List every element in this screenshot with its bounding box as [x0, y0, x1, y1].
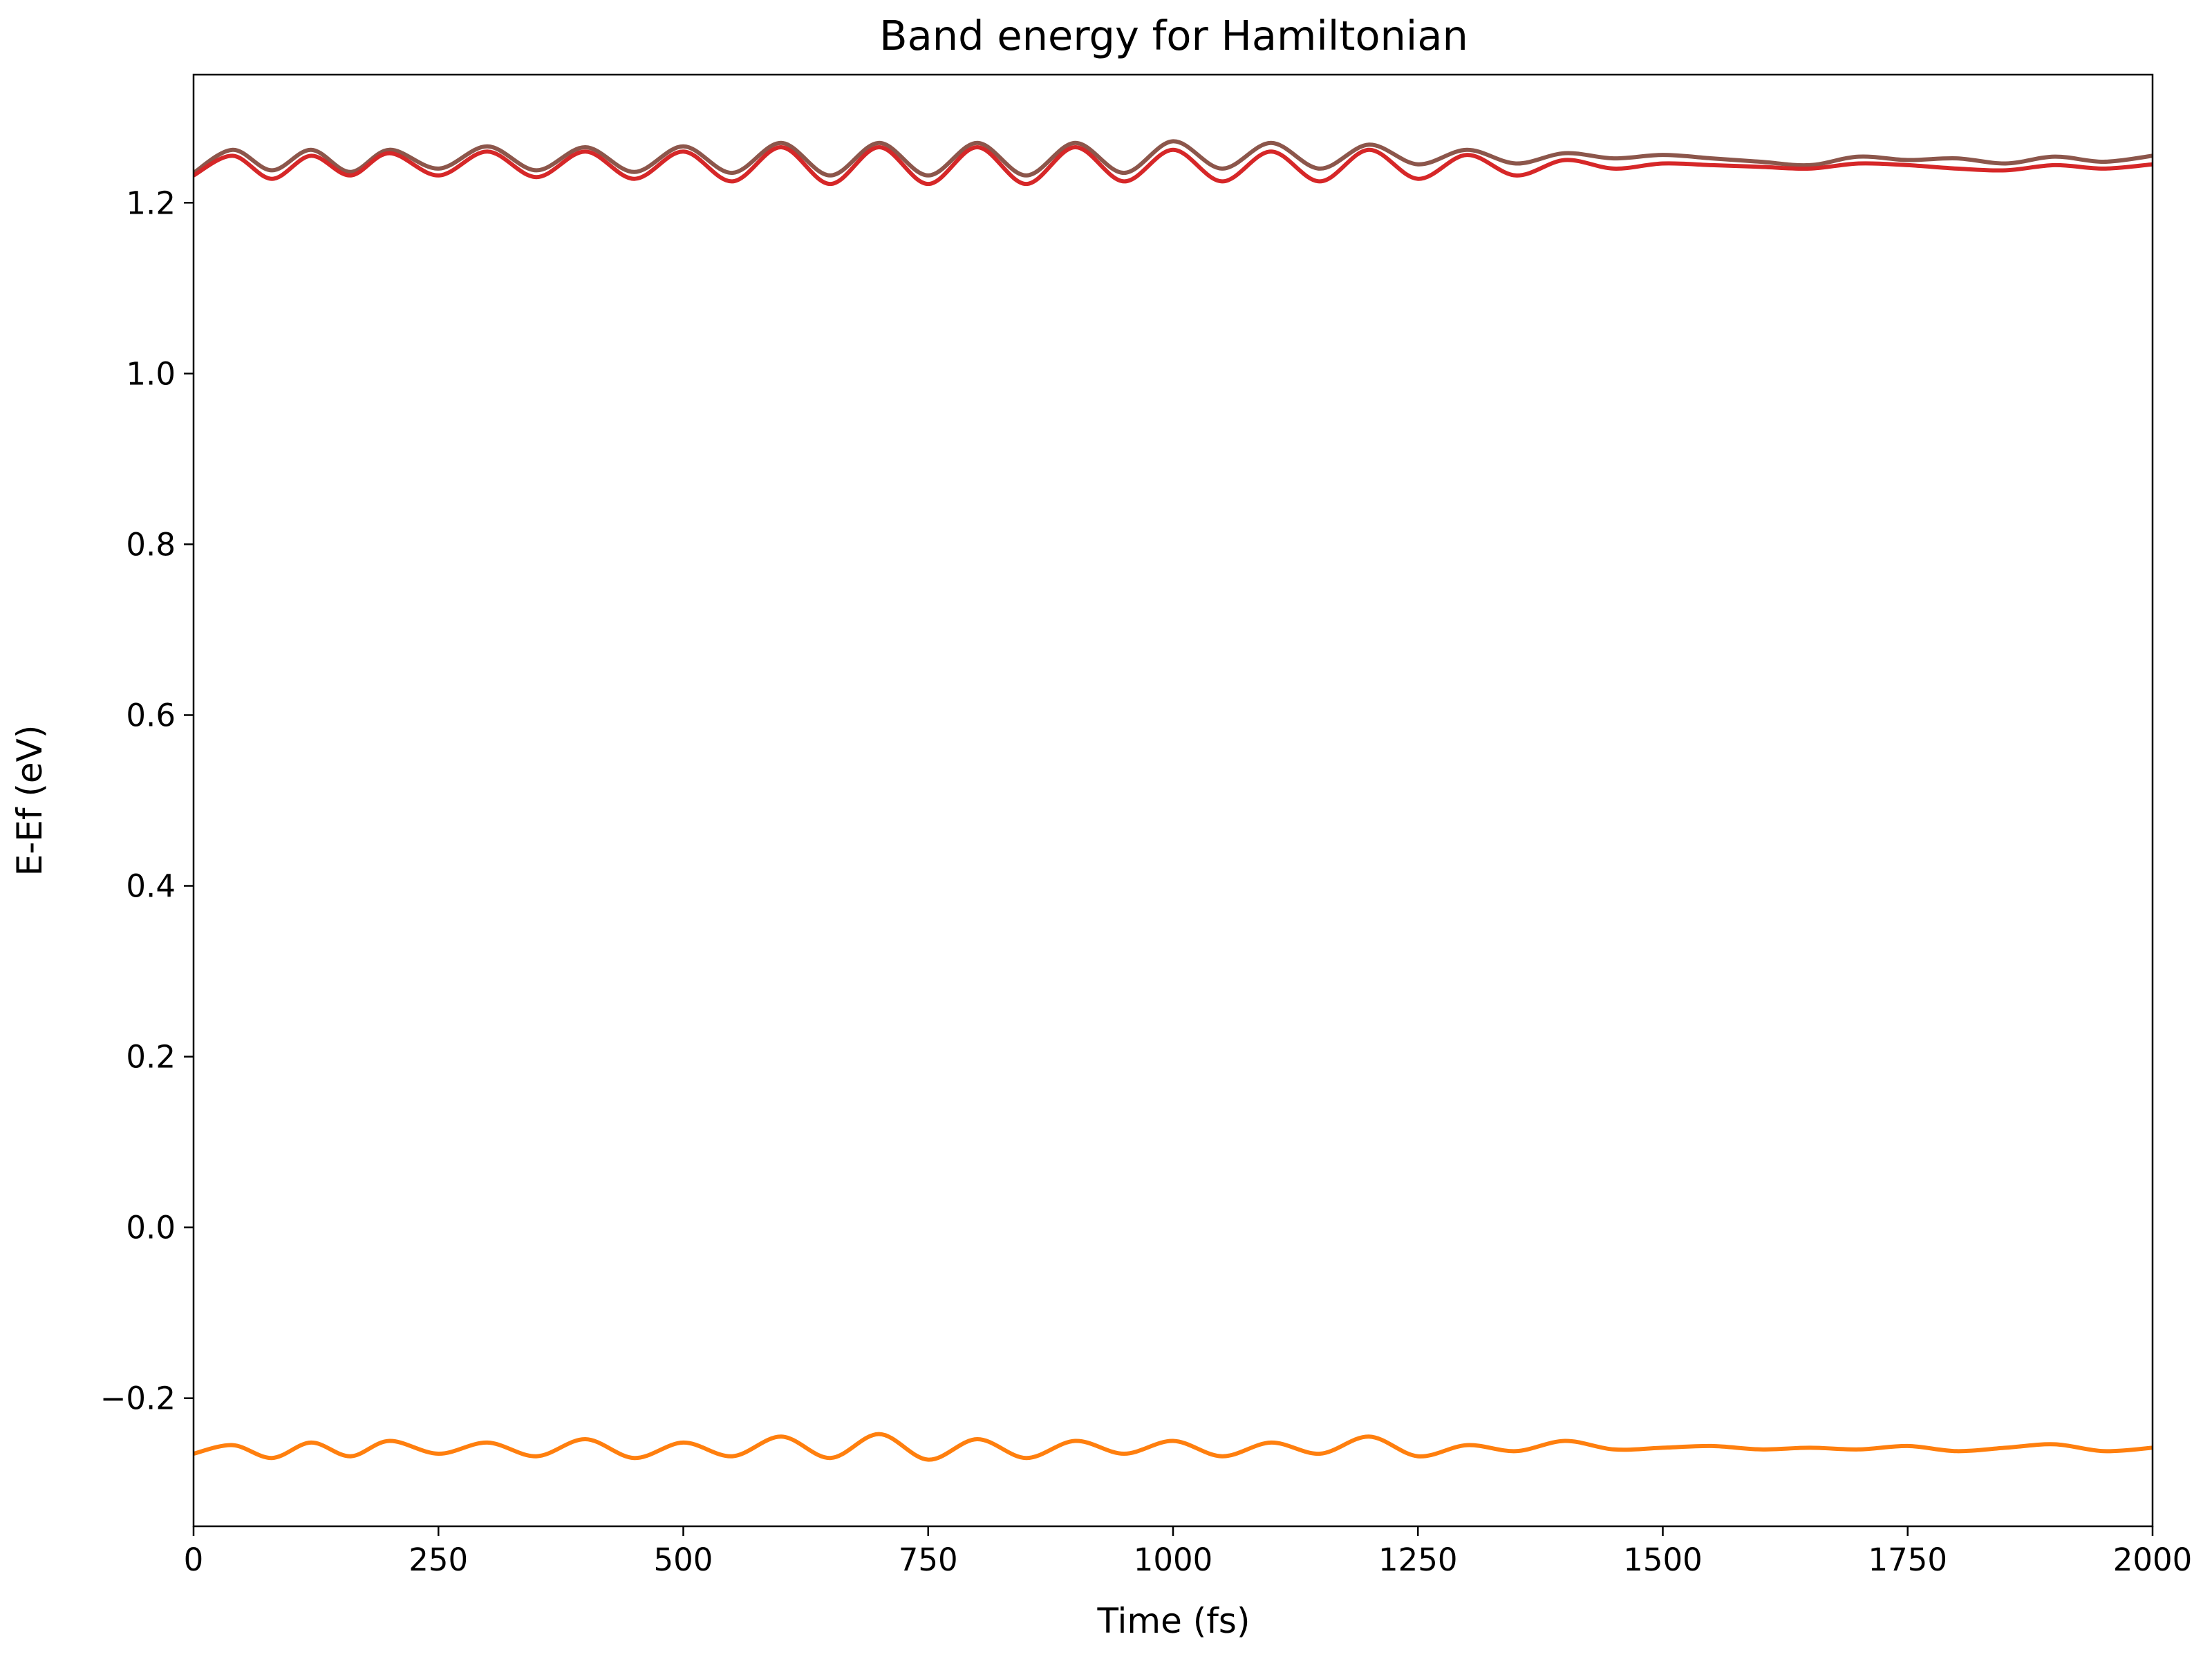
- y-tick-label: 0.8: [126, 526, 176, 563]
- y-tick-label: −0.2: [100, 1380, 176, 1417]
- x-tick-label: 1000: [1134, 1541, 1213, 1578]
- chart-title: Band energy for Hamiltonian: [879, 12, 1468, 59]
- series-layer: [194, 139, 2153, 1462]
- x-axis-label: Time (fs): [1097, 1601, 1250, 1641]
- y-tick-label: 1.0: [126, 355, 176, 392]
- y-tick-label: 0.4: [126, 868, 176, 905]
- x-tick-label: 750: [899, 1541, 958, 1578]
- x-tick-label: 1250: [1378, 1541, 1458, 1578]
- y-tick-label: 1.2: [126, 185, 176, 221]
- series-line-2: [194, 1432, 2153, 1462]
- x-tick-label: 0: [184, 1541, 204, 1578]
- y-axis: −0.2 0.0 0.2 0.4 0.6 0.8 1.0 1.2: [100, 185, 194, 1417]
- x-tick-label: 250: [409, 1541, 468, 1578]
- y-tick-label: 0.6: [126, 697, 176, 733]
- x-tick-label: 1500: [1623, 1541, 1703, 1578]
- y-tick-label: 0.2: [126, 1039, 176, 1076]
- x-tick-label: 1750: [1868, 1541, 1947, 1578]
- y-axis-label: E-Ef (eV): [10, 725, 50, 877]
- x-axis: 0 250 500 750 1000 1250 1500 1750 2000: [184, 1526, 2193, 1578]
- x-tick-label: 500: [654, 1541, 713, 1578]
- x-tick-label: 2000: [2113, 1541, 2193, 1578]
- series-line-1: [194, 144, 2153, 187]
- series-line-0: [194, 139, 2153, 178]
- y-tick-label: 0.0: [126, 1210, 176, 1246]
